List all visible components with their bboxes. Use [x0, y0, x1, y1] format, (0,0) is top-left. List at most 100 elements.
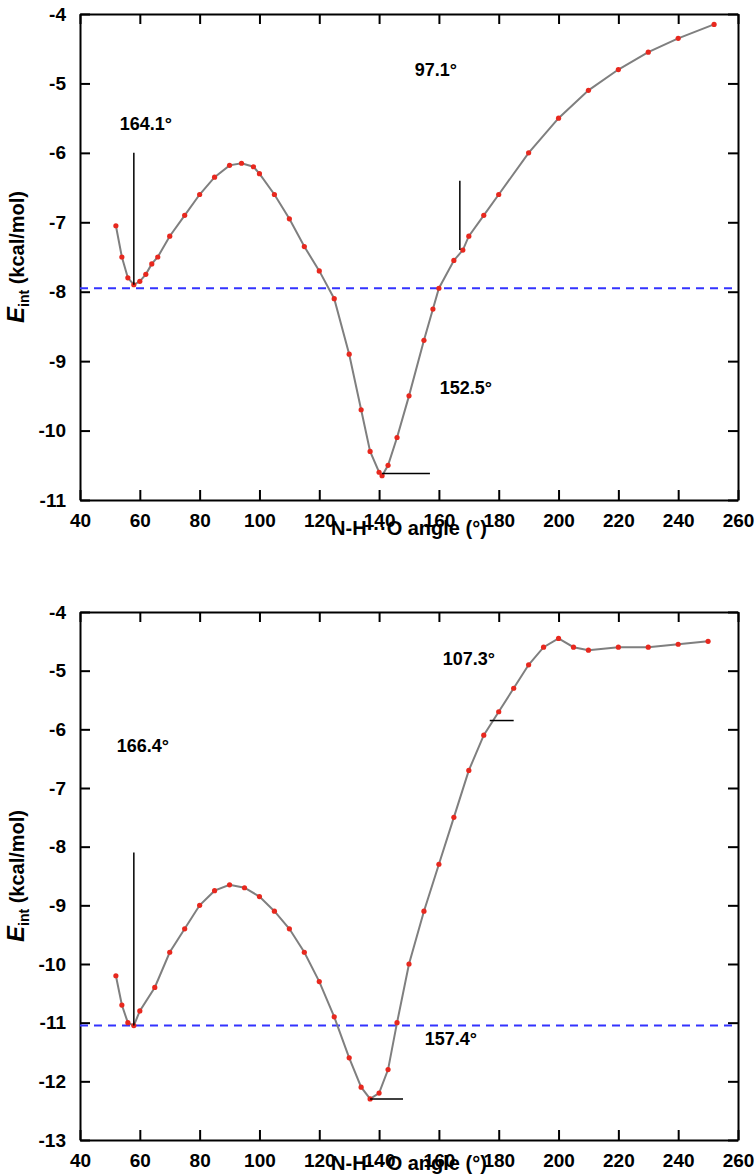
tick: -8: [49, 281, 90, 302]
tick-mark: [80, 83, 90, 85]
data-point: [227, 882, 232, 887]
data-point: [385, 1067, 390, 1072]
data-point: [406, 393, 411, 398]
tick-mark: [319, 14, 321, 24]
tick-label: 260: [723, 1150, 755, 1171]
data-point: [257, 171, 262, 176]
tick-mark: [728, 670, 738, 672]
tick-mark: [678, 490, 680, 500]
data-point: [676, 642, 681, 647]
axis-line: [81, 500, 739, 502]
tick-mark: [80, 729, 90, 731]
annotation-pointer: [133, 853, 135, 1026]
data-point: [586, 88, 591, 93]
tick: [678, 612, 679, 622]
tick-label: -4: [49, 602, 66, 623]
tick-label: 80: [190, 1150, 211, 1171]
tick: [728, 847, 738, 848]
tick: [728, 500, 738, 501]
tick-mark: [80, 1140, 90, 1142]
tick: 60: [130, 1130, 151, 1171]
tick-mark: [728, 83, 738, 85]
tick: -6: [49, 719, 90, 740]
annotation: 166.4°: [117, 736, 169, 756]
x-axis-top: [81, 612, 739, 622]
tick-label: 220: [603, 510, 635, 531]
reference-line: [80, 1025, 738, 1027]
data-point: [451, 258, 456, 263]
axis-line: [80, 613, 82, 1141]
tick: [728, 905, 738, 906]
tick-mark: [379, 490, 381, 500]
tick: [728, 964, 738, 965]
tick: 240: [663, 1130, 695, 1171]
data-point: [251, 164, 256, 169]
tick: 80: [190, 490, 211, 531]
tick: [728, 14, 738, 15]
data-point: [212, 175, 217, 180]
data-point: [302, 244, 307, 249]
annotation: 152.5°: [440, 378, 492, 398]
tick-label: -10: [39, 420, 66, 441]
data-point: [119, 254, 124, 259]
tick-mark: [199, 490, 201, 500]
tick: [559, 14, 560, 24]
axis-line: [738, 15, 740, 501]
annotation-pointer: [370, 1098, 403, 1100]
tick-label: -8: [49, 836, 66, 857]
tick: -8: [49, 836, 90, 857]
axis-line: [81, 1140, 739, 1142]
panel: 406080100120140160180200220240260-13-12-…: [2, 602, 754, 1174]
tick: [200, 612, 201, 622]
tick-mark: [199, 14, 201, 24]
tick: -7: [49, 212, 90, 233]
tick: [618, 14, 619, 24]
data-point: [385, 463, 390, 468]
tick-mark: [728, 500, 738, 502]
tick: 80: [190, 1130, 211, 1171]
series-line: [116, 24, 714, 475]
tick-label: -12: [39, 1071, 66, 1092]
tick-label: -9: [49, 351, 66, 372]
tick: [319, 612, 320, 622]
data-point: [167, 950, 172, 955]
tick-mark: [558, 1130, 560, 1140]
data-point: [421, 338, 426, 343]
tick-mark: [728, 1022, 738, 1024]
tick: -13: [39, 1130, 90, 1151]
data-point: [113, 973, 118, 978]
data-point: [359, 407, 364, 412]
data-point: [556, 116, 561, 121]
tick: -12: [39, 1071, 90, 1092]
tick-mark: [80, 964, 90, 966]
tick-mark: [728, 14, 738, 16]
tick: -10: [39, 420, 90, 441]
data-point: [272, 909, 277, 914]
tick-mark: [728, 1140, 738, 1142]
reference-line: [80, 287, 738, 289]
tick-label: -8: [49, 281, 66, 302]
tick: [439, 14, 440, 24]
data-point: [212, 888, 217, 893]
data-point: [287, 216, 292, 221]
tick-mark: [80, 788, 90, 790]
tick-mark: [379, 1130, 381, 1140]
tick-label: 240: [663, 510, 695, 531]
data-point: [119, 1002, 124, 1007]
tick-mark: [618, 490, 620, 500]
data-point: [332, 296, 337, 301]
tick: 220: [603, 490, 635, 531]
tick-mark: [728, 964, 738, 966]
tick-mark: [80, 1022, 90, 1024]
data-point: [496, 709, 501, 714]
tick: 180: [483, 1130, 515, 1171]
data-point: [227, 163, 232, 168]
y-axis-label: Eint (kcal/mol): [2, 191, 32, 323]
tick-mark: [259, 14, 261, 24]
data-point: [451, 815, 456, 820]
tick-label: -7: [49, 778, 66, 799]
tick-mark: [618, 14, 620, 24]
tick-mark: [498, 14, 500, 24]
data-point: [347, 1055, 352, 1060]
tick: [728, 1081, 738, 1082]
